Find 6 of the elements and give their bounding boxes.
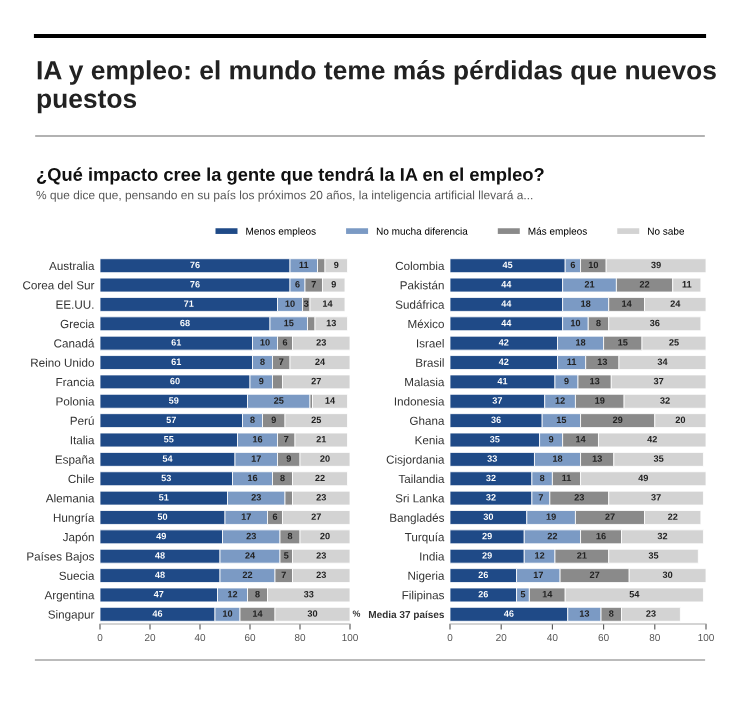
chart-subtitle: ¿Qué impacto cree la gente que tendrá la IA en el empleo? <box>37 167 544 185</box>
bar <box>309 297 346 312</box>
bar <box>314 316 348 332</box>
bar <box>292 490 350 506</box>
chart-title: IA y empleo: el mundo teme más pérdidas que nuevos puestos <box>37 60 716 114</box>
bar <box>324 258 348 274</box>
